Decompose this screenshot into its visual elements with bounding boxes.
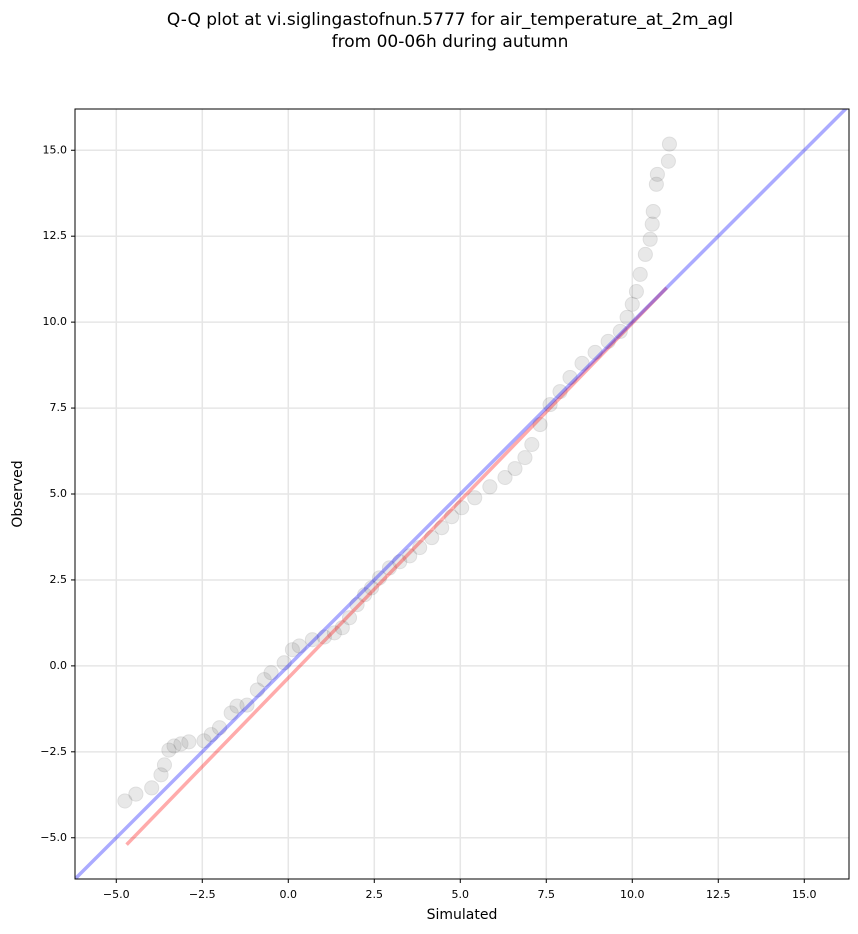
y-tick-label: 2.5 (50, 573, 68, 586)
point (161, 742, 177, 758)
point (412, 540, 428, 556)
x-tick-label: 7.5 (538, 888, 556, 901)
point (454, 500, 470, 516)
point (392, 554, 408, 570)
point (203, 727, 219, 743)
point (482, 479, 498, 495)
x-tick-label: 0.0 (280, 888, 298, 901)
point (357, 587, 373, 603)
point (587, 344, 603, 360)
point (173, 736, 189, 752)
y-tick-label: −5.0 (40, 831, 67, 844)
point (181, 734, 197, 750)
point (256, 672, 272, 688)
point (612, 323, 628, 339)
point (619, 309, 635, 325)
point (196, 733, 212, 749)
point (648, 176, 664, 192)
point (424, 530, 440, 546)
point (117, 793, 133, 809)
point (381, 560, 397, 576)
point (467, 490, 483, 506)
point (624, 296, 640, 312)
y-tick-label: 5.0 (50, 487, 68, 500)
point (524, 437, 540, 452)
point (660, 153, 676, 169)
plot-frame (74, 108, 850, 880)
point (153, 767, 169, 783)
point (402, 548, 418, 564)
point (128, 786, 144, 802)
point (342, 610, 358, 626)
point (263, 665, 279, 681)
point (229, 698, 245, 714)
point (291, 638, 307, 654)
y-tick-label: 10.0 (43, 315, 68, 328)
point (444, 509, 460, 525)
y-tick-label: 12.5 (43, 229, 68, 242)
point (637, 246, 653, 262)
point (276, 655, 292, 671)
x-tick-label: 15.0 (792, 888, 817, 901)
point (644, 216, 660, 232)
point (211, 720, 227, 736)
point (284, 642, 300, 658)
point (661, 136, 677, 152)
point (349, 597, 365, 613)
x-tick-label: −2.5 (189, 888, 216, 901)
point (497, 470, 513, 485)
plot-area (75, 109, 849, 879)
point (166, 738, 182, 754)
line (75, 109, 849, 879)
point (645, 203, 661, 219)
point (542, 397, 558, 413)
point (434, 520, 450, 536)
point (144, 780, 160, 796)
x-tick-label: −5.0 (103, 888, 130, 901)
point (371, 570, 387, 586)
chart-title: Q-Q plot at vi.siglingastofnun.5777 for … (167, 10, 733, 30)
x-axis-label: Simulated (427, 907, 498, 923)
point (304, 632, 320, 648)
point (642, 231, 658, 247)
point (364, 580, 380, 596)
x-tick-label: 10.0 (620, 888, 645, 901)
point (562, 369, 578, 385)
x-tick-label: 5.0 (452, 888, 470, 901)
point (249, 682, 265, 698)
x-tick-label: 12.5 (706, 888, 731, 901)
point (574, 355, 590, 371)
point (628, 284, 644, 300)
point (649, 166, 665, 182)
point (552, 384, 568, 400)
point (507, 461, 523, 477)
chart-title: from 00-06h during autumn (332, 32, 569, 52)
point (334, 620, 350, 636)
point (223, 705, 239, 721)
point (239, 697, 255, 713)
y-tick-label: 0.0 (50, 659, 68, 672)
x-tick-label: 2.5 (366, 888, 384, 901)
point (517, 450, 533, 466)
point (600, 333, 616, 349)
y-axis-label: Observed (10, 460, 26, 527)
point (316, 629, 332, 645)
point (532, 417, 548, 433)
point (326, 625, 342, 641)
y-tick-label: 7.5 (50, 401, 68, 414)
y-tick-label: 15.0 (43, 143, 68, 156)
line (125, 286, 668, 846)
y-tick-label: −2.5 (40, 745, 67, 758)
point (156, 757, 172, 773)
point (632, 266, 648, 282)
